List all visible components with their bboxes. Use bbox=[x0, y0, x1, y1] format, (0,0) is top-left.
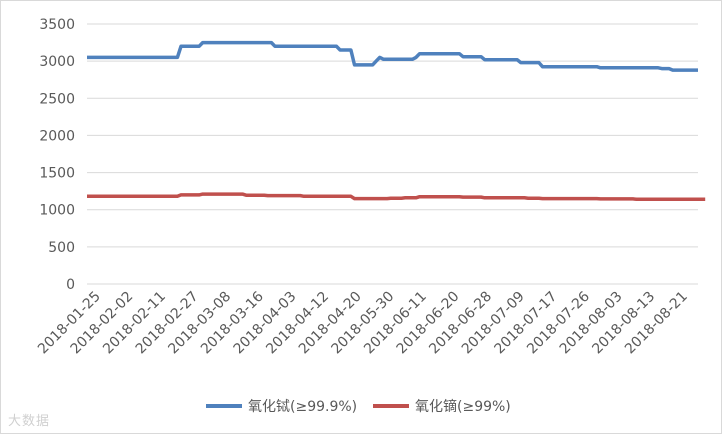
gridlines bbox=[87, 23, 698, 285]
watermark-logo: 大数据 bbox=[8, 414, 51, 429]
x-axis-tick-labels: 2018-01-252018-02-022018-02-112018-02-27… bbox=[35, 288, 691, 357]
y-tick-label: 3500 bbox=[39, 17, 75, 33]
y-axis-tick-labels: 0 500 1000 1500 2000 2500 3000 3500 bbox=[39, 17, 75, 293]
y-tick-label: 3000 bbox=[39, 54, 75, 70]
y-tick-label: 0 bbox=[66, 277, 75, 293]
legend: 氧化铽(≥99.9%) 氧化镝(≥99%) bbox=[206, 398, 511, 415]
series-line-1 bbox=[87, 40, 698, 72]
y-tick-label: 2500 bbox=[39, 91, 75, 107]
series-lines bbox=[87, 40, 706, 202]
legend-label-2: 氧化镝(≥99%) bbox=[415, 398, 511, 415]
legend-label-1: 氧化铽(≥99.9%) bbox=[248, 399, 357, 415]
series-line-2 bbox=[87, 192, 706, 202]
y-tick-label: 1500 bbox=[39, 166, 75, 182]
y-tick-label: 1000 bbox=[39, 203, 75, 219]
y-tick-label: 500 bbox=[48, 240, 75, 256]
y-tick-label: 2000 bbox=[39, 128, 75, 144]
